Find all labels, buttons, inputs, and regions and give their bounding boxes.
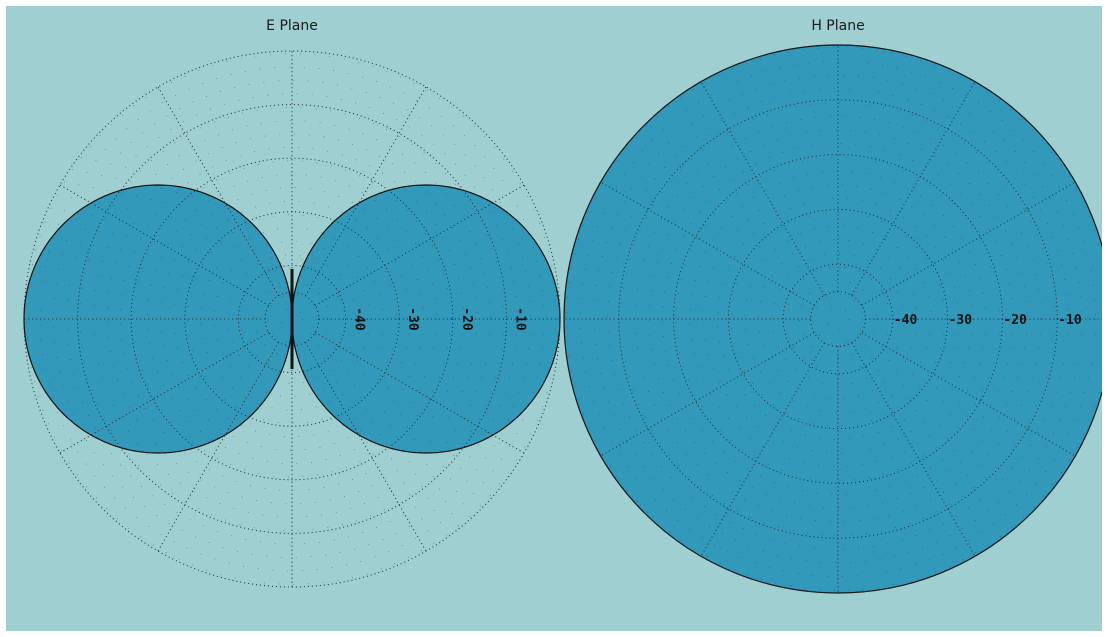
h-plane-minor-ring	[799, 280, 877, 358]
h-plane-minor-ring	[771, 252, 905, 386]
e-plane-minor-ring	[160, 187, 424, 451]
h-plane-minor-ring	[785, 266, 891, 372]
e-plane-minor-ring	[133, 160, 451, 478]
e-plane-title: E Plane	[266, 18, 318, 34]
e-plane-spoke	[157, 341, 280, 552]
e-plane-spoke	[157, 86, 280, 297]
e-plane-tick-label: -20	[459, 307, 474, 331]
h-plane-minor-ring	[676, 157, 1000, 481]
h-plane-minor-ring	[703, 184, 973, 454]
h-plane-minor-ring	[813, 294, 863, 344]
e-plane-spoke	[304, 86, 427, 297]
h-plane-minor-ring	[744, 225, 932, 413]
polar-plots: -40 -30 -20 -10 -40 -30 -20 -10	[23, 44, 1102, 594]
e-plane-minor-ring	[173, 200, 411, 438]
h-plane-tick-label: -10	[1058, 313, 1082, 328]
e-plane-ring	[77, 104, 507, 534]
e-plane-minor-ring	[213, 240, 371, 398]
h-plane-minor-ring	[826, 307, 850, 331]
e-plane-ring	[23, 50, 561, 588]
e-plane-minor-ring	[280, 307, 304, 331]
h-plane-minor-ring	[621, 102, 1055, 536]
h-plane-minor-ring	[607, 88, 1069, 550]
h-plane-title: H Plane	[811, 18, 865, 34]
h-plane-minor-ring	[662, 143, 1014, 495]
h-plane-minor-ring	[730, 211, 946, 427]
e-plane-minor-ring	[146, 173, 438, 465]
e-plane-minor-ring	[254, 281, 330, 357]
chart-canvas: E Plane H Plane -40 -30 -20 -10 -40 -30 -20 -10	[6, 6, 1102, 631]
h-plane-minor-ring	[717, 198, 959, 440]
e-plane-minor-ring	[53, 80, 531, 558]
h-plane-ring	[618, 99, 1058, 539]
e-plane-minor-ring	[227, 254, 357, 384]
h-plane-minor-ring	[593, 74, 1083, 564]
h-plane-minor-ring	[758, 239, 918, 399]
h-plane-ring	[727, 208, 949, 430]
e-plane-minor-ring	[66, 93, 518, 545]
e-plane-tick-label: -30	[405, 307, 420, 331]
h-plane-tick-label: -30	[949, 313, 973, 328]
e-plane-ring	[237, 264, 347, 374]
e-plane-spoke	[59, 331, 270, 454]
e-plane-spoke	[314, 331, 525, 454]
h-plane-minor-ring	[580, 61, 1096, 577]
h-plane-ring	[782, 263, 894, 375]
e-plane-minor-ring	[240, 267, 344, 371]
e-plane-minor-ring	[39, 66, 545, 572]
e-plane-spoke	[314, 184, 525, 307]
e-plane-tick-label: -40	[352, 307, 367, 331]
e-plane-spoke	[59, 184, 270, 307]
h-plane-minor-ring	[689, 170, 987, 468]
e-plane-minor-ring	[93, 120, 491, 518]
e-plane-minor-ring	[200, 227, 384, 411]
e-plane-minor-ring	[106, 133, 478, 505]
e-plane-spoke	[304, 341, 427, 552]
e-plane-minor-ring	[120, 147, 464, 491]
h-plane-minor-ring	[634, 115, 1042, 523]
h-plane-tick-label: -20	[1003, 313, 1027, 328]
e-plane-minor-ring	[79, 106, 505, 532]
h-plane-tick-label: -40	[894, 313, 918, 328]
e-plane-tick-label: -10	[512, 307, 527, 331]
e-plane-minor-ring	[267, 294, 317, 344]
h-plane-ring	[563, 44, 1102, 594]
e-plane-minor-ring	[26, 53, 558, 585]
e-plane-ring	[130, 157, 454, 481]
e-plane-lobe-left	[23, 184, 293, 454]
